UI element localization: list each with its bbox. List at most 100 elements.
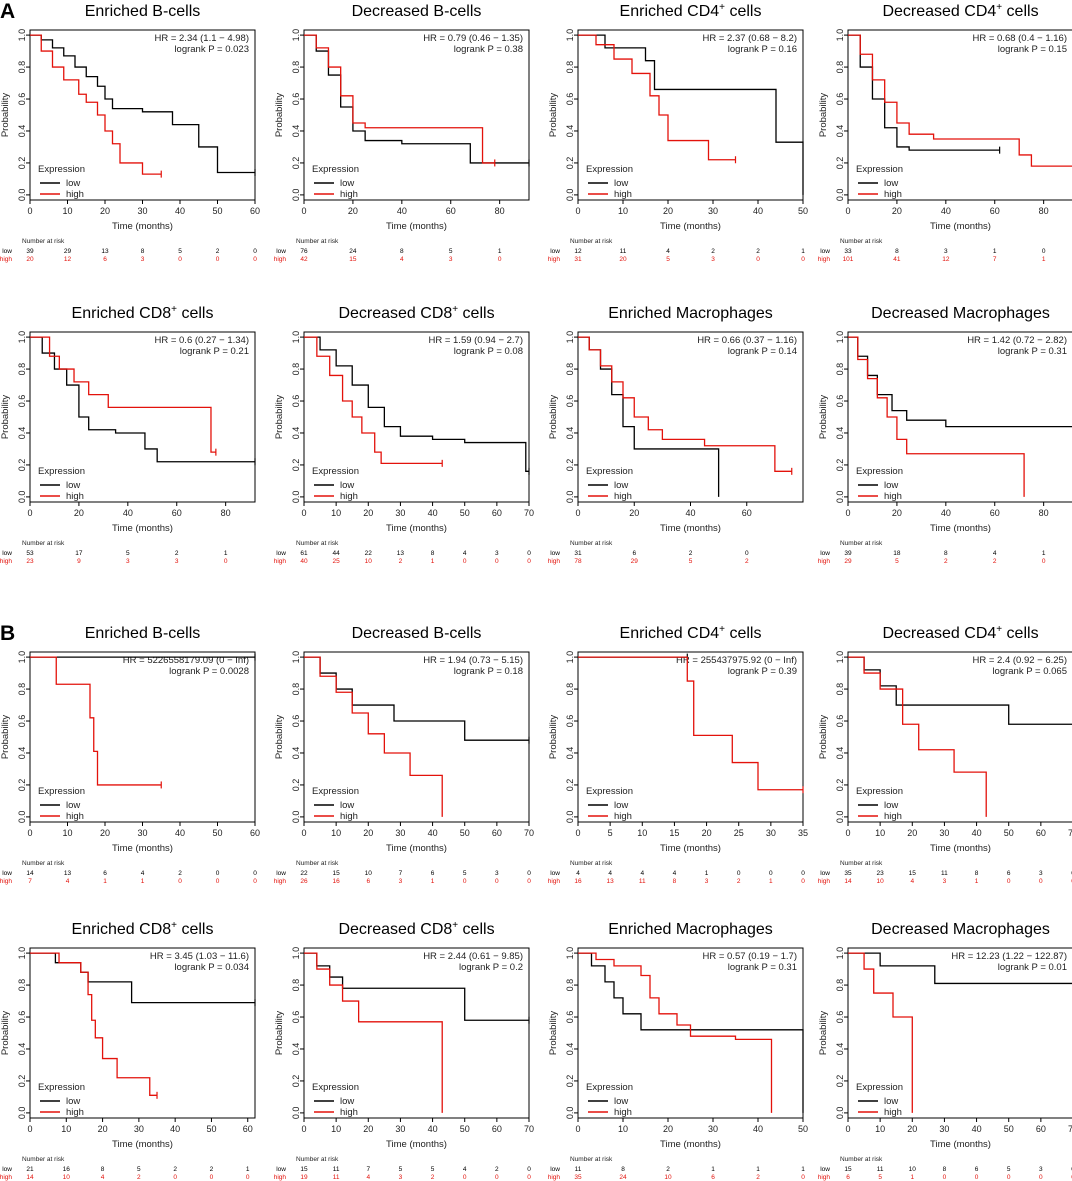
- risk-value-low: 2: [173, 1166, 177, 1173]
- x-tick-label: 0: [575, 206, 580, 216]
- legend-label-low: low: [884, 800, 898, 811]
- risk-header: Number at risk: [570, 238, 613, 245]
- y-tick-label: 0.4: [565, 747, 575, 760]
- chart-title-main: Decreased Macrophages: [871, 305, 1050, 322]
- x-tick-label: 30: [395, 508, 405, 518]
- x-tick-label: 50: [798, 1124, 808, 1134]
- legend-label-high: high: [340, 189, 358, 200]
- risk-value-high: 0: [1007, 1174, 1011, 1181]
- risk-value-high: 10: [664, 1174, 672, 1181]
- risk-value-high: 12: [942, 256, 950, 263]
- risk-row-label-high: high: [274, 1174, 287, 1181]
- y-tick-label: 1.0: [291, 29, 301, 42]
- survival-curve-high: [304, 34, 495, 164]
- y-tick-label: 0.2: [835, 157, 845, 170]
- risk-value-high: 0: [224, 558, 228, 565]
- km-chart-16: Decreased Macrophages 0.0 0.2 0.4 0.6 0.8 1.0 P…: [818, 921, 1072, 1181]
- risk-value-high: 1: [431, 878, 435, 885]
- risk-row-label-low: low: [550, 248, 560, 255]
- legend-title: Expression: [856, 164, 903, 175]
- legend-label-high: high: [884, 189, 902, 200]
- risk-value-low: 5: [137, 1166, 141, 1173]
- x-tick-label: 30: [137, 206, 147, 216]
- risk-value-low: 2: [666, 1166, 670, 1173]
- risk-value-high: 11: [639, 878, 646, 885]
- y-axis-label: Probability: [274, 1011, 285, 1056]
- chart-title-sup: +: [719, 624, 725, 635]
- y-axis-label: Probability: [0, 1011, 11, 1056]
- y-tick-label: 0.0: [565, 811, 575, 824]
- risk-value-low: 11: [941, 870, 948, 877]
- x-tick-label: 10: [331, 828, 341, 838]
- risk-value-high: 20: [26, 256, 34, 263]
- risk-value-high: 6: [711, 1174, 715, 1181]
- risk-row-label-high: high: [548, 878, 561, 885]
- hazard-ratio: HR = 2.44 (0.61 − 9.85): [423, 951, 523, 962]
- chart-title-main: Decreased CD8: [338, 305, 452, 322]
- risk-value-high: 1: [975, 878, 979, 885]
- x-tick-label: 40: [397, 206, 407, 216]
- legend-label-low: low: [340, 178, 354, 189]
- x-tick-label: 40: [170, 1124, 180, 1134]
- risk-row-label-high: high: [274, 558, 287, 565]
- risk-value-low: 1: [498, 248, 502, 255]
- survival-curve-high: [848, 336, 1025, 497]
- risk-value-high: 0: [1039, 878, 1043, 885]
- risk-value-high: 14: [844, 878, 852, 885]
- risk-row-label-high: high: [818, 1174, 831, 1181]
- risk-value-low: 5: [399, 1166, 403, 1173]
- risk-value-low: 8: [943, 1166, 947, 1173]
- risk-header: Number at risk: [296, 238, 339, 245]
- x-tick-label: 60: [243, 1124, 253, 1134]
- risk-row-label-high: high: [818, 558, 831, 565]
- risk-row-label-low: low: [820, 550, 830, 557]
- survival-curve-low: [848, 34, 1000, 151]
- legend-label-low: low: [884, 178, 898, 189]
- x-tick-label: 60: [492, 1124, 502, 1134]
- risk-value-high: 1: [141, 878, 145, 885]
- risk-value-high: 14: [26, 1174, 34, 1181]
- y-tick-label: 0.6: [565, 1011, 575, 1024]
- legend-label-low: low: [66, 800, 80, 811]
- x-tick-label: 80: [495, 206, 505, 216]
- x-axis-label: Time (months): [386, 221, 447, 232]
- risk-value-high: 3: [399, 1174, 403, 1181]
- x-tick-label: 20: [100, 828, 110, 838]
- risk-value-high: 25: [333, 558, 341, 565]
- y-tick-label: 0.6: [565, 93, 575, 106]
- risk-value-high: 0: [246, 1174, 250, 1181]
- y-tick-label: 1.0: [291, 947, 301, 960]
- risk-value-high: 2: [431, 1174, 435, 1181]
- y-tick-label: 0.4: [835, 1043, 845, 1056]
- logrank-p: logrank P = 0.034: [174, 962, 249, 973]
- km-chart-6: Decreased CD8+ cells 0.0 0.2 0.4 0.6 0.8 1.0 Pr…: [274, 304, 534, 565]
- risk-row-label-high: high: [0, 256, 12, 263]
- risk-header: Number at risk: [840, 540, 883, 547]
- y-tick-label: 0.4: [291, 747, 301, 760]
- x-tick-label: 80: [1039, 206, 1049, 216]
- risk-value-low: 0: [769, 870, 773, 877]
- legend-label-low: low: [614, 800, 628, 811]
- x-tick-label: 20: [74, 508, 84, 518]
- chart-title-suffix: cells: [1002, 625, 1038, 642]
- y-tick-label: 0.0: [291, 189, 301, 202]
- x-tick-label: 0: [845, 508, 850, 518]
- risk-value-low: 0: [801, 870, 805, 877]
- risk-value-low: 6: [1007, 870, 1011, 877]
- legend-label-low: low: [614, 480, 628, 491]
- x-tick-label: 10: [875, 1124, 885, 1134]
- x-axis-label: Time (months): [930, 1139, 991, 1150]
- x-tick-label: 0: [575, 828, 580, 838]
- legend-label-high: high: [340, 491, 358, 502]
- y-tick-label: 0.0: [291, 491, 301, 504]
- plot-frame: [847, 331, 1072, 503]
- risk-value-low: 2: [175, 550, 179, 557]
- y-tick-label: 0.4: [835, 747, 845, 760]
- risk-value-high: 0: [801, 256, 805, 263]
- x-tick-label: 0: [301, 1124, 306, 1134]
- y-tick-label: 1.0: [835, 331, 845, 344]
- plot-frame: [577, 651, 804, 823]
- plot-frame: [29, 331, 256, 503]
- x-tick-label: 60: [250, 206, 260, 216]
